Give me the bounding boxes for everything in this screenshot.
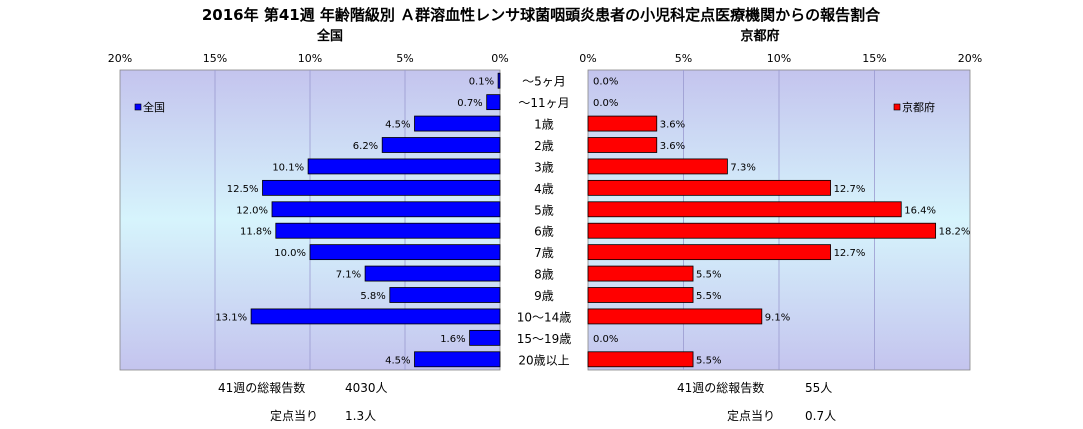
national-panel-title: 全国 bbox=[316, 28, 343, 44]
national-value-label: 7.1% bbox=[336, 270, 361, 281]
kyoto-total-label: 41週の総報告数 bbox=[677, 380, 764, 395]
kyoto-legend-label: 京都府 bbox=[902, 100, 935, 114]
national-total-value: 4030人 bbox=[345, 381, 388, 395]
national-value-label: 1.6% bbox=[440, 334, 465, 345]
national-bar bbox=[497, 72, 501, 89]
kyoto-value-label: 3.6% bbox=[660, 120, 685, 131]
age-category-label: 1歳 bbox=[534, 118, 554, 132]
kyoto-bar bbox=[587, 244, 831, 261]
age-category-label: 4歳 bbox=[534, 182, 554, 196]
national-value-label: 6.2% bbox=[353, 141, 378, 152]
national-bar bbox=[271, 201, 501, 218]
age-category-label: 6歳 bbox=[534, 225, 554, 239]
national-bar bbox=[389, 287, 501, 303]
age-category-label: ～5ヶ月 bbox=[522, 75, 566, 89]
age-category-label: 3歳 bbox=[534, 160, 554, 174]
national-value-label: 12.0% bbox=[236, 205, 268, 216]
national-bar bbox=[309, 244, 501, 261]
kyoto-value-label: 9.1% bbox=[765, 312, 790, 323]
national-bar bbox=[262, 179, 501, 196]
national-bar bbox=[307, 158, 501, 175]
national-bar bbox=[250, 308, 501, 325]
kyoto-bar bbox=[587, 137, 658, 153]
kyoto-x-tick: 15% bbox=[862, 52, 886, 65]
age-category-label: 10～14歳 bbox=[517, 310, 572, 324]
kyoto-value-label: 7.3% bbox=[730, 162, 755, 173]
age-category-label: 15～19歳 bbox=[517, 332, 572, 346]
national-legend-label: 全国 bbox=[143, 100, 165, 114]
kyoto-x-tick: 0% bbox=[579, 52, 596, 65]
kyoto-panel-title: 京都府 bbox=[740, 28, 779, 44]
age-category-label: 7歳 bbox=[534, 246, 554, 260]
kyoto-bar bbox=[587, 287, 694, 303]
kyoto-value-label: 5.5% bbox=[696, 291, 721, 302]
national-value-label: 11.8% bbox=[240, 227, 272, 238]
age-category-label: 9歳 bbox=[534, 289, 554, 303]
kyoto-bar bbox=[587, 222, 937, 239]
kyoto-value-label: 5.5% bbox=[696, 270, 721, 281]
kyoto-value-label: 3.6% bbox=[660, 141, 685, 152]
national-value-label: 0.1% bbox=[469, 77, 494, 88]
national-bar bbox=[414, 115, 501, 132]
kyoto-bar bbox=[587, 201, 902, 218]
national-value-label: 4.5% bbox=[385, 355, 410, 366]
national-value-label: 10.1% bbox=[272, 162, 304, 173]
age-category-label: ～11ヶ月 bbox=[518, 96, 569, 110]
kyoto-x-tick: 10% bbox=[767, 52, 791, 65]
national-per-site-label: 定点当り bbox=[270, 408, 318, 423]
national-x-tick: 15% bbox=[203, 52, 227, 65]
national-x-tick: 0% bbox=[491, 52, 508, 65]
kyoto-value-label: 16.4% bbox=[904, 205, 936, 216]
national-bar bbox=[381, 137, 501, 153]
kyoto-x-tick: 20% bbox=[958, 52, 982, 65]
national-value-label: 0.7% bbox=[457, 98, 482, 109]
kyoto-bar bbox=[587, 265, 694, 282]
kyoto-value-label: 0.0% bbox=[593, 334, 618, 345]
kyoto-per-site-value: 0.7人 bbox=[805, 409, 836, 423]
age-category-label: 8歳 bbox=[534, 268, 554, 282]
kyoto-total-value: 55人 bbox=[805, 381, 832, 395]
national-x-tick: 20% bbox=[108, 52, 132, 65]
kyoto-value-label: 12.7% bbox=[834, 248, 866, 259]
age-category-label: 20歳以上 bbox=[518, 353, 569, 367]
national-x-tick: 10% bbox=[298, 52, 322, 65]
kyoto-value-label: 18.2% bbox=[939, 227, 971, 238]
kyoto-per-site-label: 定点当り bbox=[727, 408, 775, 423]
national-bar bbox=[364, 265, 501, 282]
age-category-label: 5歳 bbox=[534, 203, 554, 217]
national-bar bbox=[469, 329, 501, 346]
kyoto-bar bbox=[587, 158, 728, 175]
kyoto-x-tick: 5% bbox=[675, 52, 692, 65]
national-total-label: 41週の総報告数 bbox=[218, 380, 305, 395]
kyoto-value-label: 5.5% bbox=[696, 355, 721, 366]
kyoto-value-label: 0.0% bbox=[593, 98, 618, 109]
national-bar bbox=[486, 94, 501, 111]
national-bar bbox=[414, 351, 501, 368]
kyoto-legend-swatch bbox=[893, 103, 901, 111]
kyoto-value-label: 12.7% bbox=[834, 184, 866, 195]
national-per-site-value: 1.3人 bbox=[345, 409, 376, 423]
kyoto-bar bbox=[587, 179, 831, 196]
kyoto-value-label: 0.0% bbox=[593, 77, 618, 88]
national-value-label: 12.5% bbox=[227, 184, 259, 195]
kyoto-bar bbox=[587, 308, 763, 325]
chart-title: 2016年 第41週 年齢階級別 Ａ群溶血性レンサ球菌咽頭炎患者の小児科定点医療… bbox=[202, 6, 881, 24]
kyoto-bar bbox=[587, 351, 694, 368]
national-value-label: 10.0% bbox=[274, 248, 306, 259]
national-value-label: 5.8% bbox=[360, 291, 385, 302]
national-bar bbox=[275, 222, 501, 239]
national-legend-swatch bbox=[134, 103, 142, 111]
national-value-label: 4.5% bbox=[385, 120, 410, 131]
national-x-tick: 5% bbox=[396, 52, 413, 65]
age-category-label: 2歳 bbox=[534, 139, 554, 153]
national-value-label: 13.1% bbox=[215, 312, 247, 323]
kyoto-bar bbox=[587, 115, 658, 132]
